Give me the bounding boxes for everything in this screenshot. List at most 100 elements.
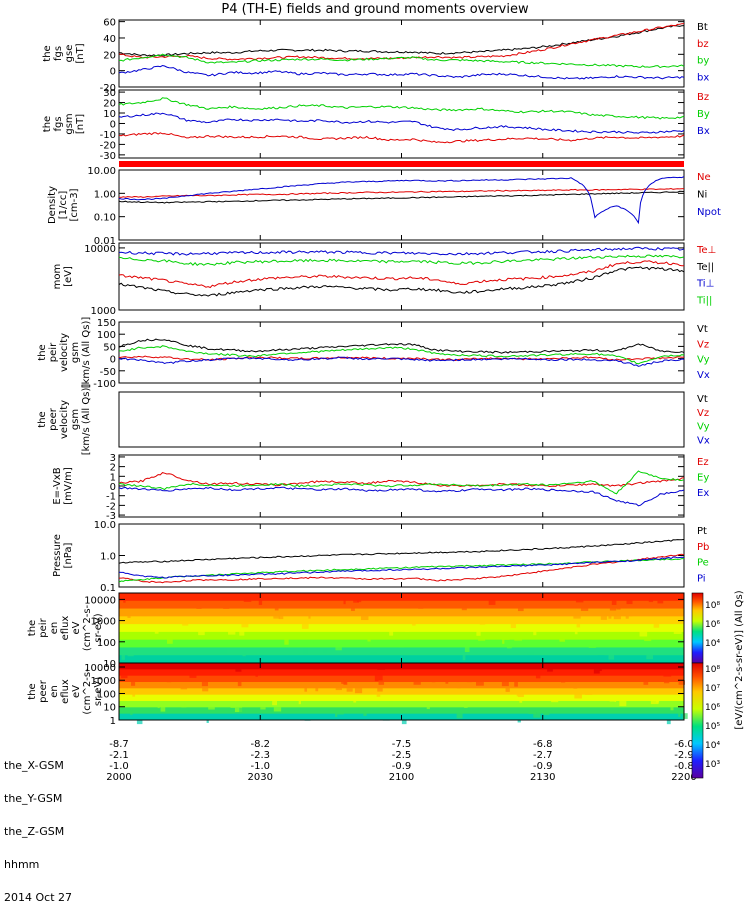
y-tick-label: 0 [110,119,116,130]
spectrogram-cell [556,676,562,679]
spectrogram-band [119,647,684,656]
spectrogram-cell [624,613,633,617]
y-axis-label: Pressure [52,534,63,577]
spectrogram-band [119,682,684,689]
spectrogram-cell [505,687,510,692]
spectrogram-band [119,624,684,633]
spectrogram-cell [363,669,367,674]
spectrogram-cell [176,601,181,604]
panel-frame [118,523,685,588]
spectrogram-cell [142,655,149,661]
spectrogram-cell [296,659,303,663]
spectrogram-cell [398,645,405,648]
y-tick-label: 10000 [84,595,116,606]
spectrogram-cell [130,709,133,716]
y-axis-label: gsm [64,113,75,134]
spectrogram-cell [226,714,230,719]
spectrogram-cell [551,699,559,703]
spectrogram-cell [232,713,239,719]
spectrogram-cell [220,690,228,693]
spectrogram-cell [279,596,283,600]
row-label-z-gsm: the_Z-GSM [4,825,65,838]
legend-bx: bx [697,72,709,83]
spectrogram-cell [462,654,466,661]
y-tick-label: -2 [106,501,116,512]
spectrogram-cell [131,681,136,686]
y-tick-label: 1.0 [100,552,116,563]
spectrogram-cell [310,640,314,644]
y-tick-label: -50 [100,367,116,378]
y-tick-label: -10 [100,130,116,141]
spectrogram-cell [666,718,671,725]
legend-te||: Te|| [696,262,714,273]
spectrogram-cell [391,611,398,615]
y-tick-label: 1000 [91,306,116,317]
chart-title: P4 (TH-E) fields and ground moments over… [221,2,529,17]
spectrogram-cell [584,639,592,644]
colorbar-label: [eV/(cm^2-s-sr-eV)] (All Qs) [734,590,745,729]
spectrogram-cell [542,663,549,668]
spectrogram-cell [533,712,541,718]
spectrogram-cell [412,622,416,626]
spectrogram-cell [385,689,393,693]
spectrogram-cell [426,704,430,710]
spectrogram-cell [527,651,535,655]
x-tick-label: 2100 [389,772,414,783]
spectrogram-cell [349,697,355,701]
spectrogram-cell [344,694,349,699]
y-tick-label: 0.01 [94,236,116,247]
spectrogram-cell [418,642,423,646]
spectrogram-cell [510,623,516,629]
spectrogram-cell [682,713,688,719]
spectrogram-cell [547,667,553,672]
spectrogram-cell [592,679,596,682]
y-tick-label: 10 [103,109,116,120]
spectrogram-cell [458,669,464,676]
spectrogram-cell [580,607,589,611]
y-tick-label: 60 [103,18,116,29]
spectrogram-cell [343,599,346,605]
spectrogram-cell [261,670,265,673]
spectrogram-cell [616,605,621,610]
y-axis-label: (cm^2-s- [82,604,93,651]
spectrogram-cell [631,717,634,721]
x-tick-label: -2.1 [109,750,129,761]
spectrogram-cell [611,600,617,605]
spectrogram-cell [648,596,654,603]
spectrogram-band [119,600,684,610]
spectrogram-cell [228,630,236,635]
y-tick-label: 10 [103,659,116,670]
spectrogram-cell [377,686,383,692]
y-axis-label: Density [47,186,58,224]
spectrogram-cell [361,612,368,616]
colorbar-tick-label: 10⁵ [705,722,720,732]
y-axis-label: the [42,116,53,132]
spectrogram-cell [543,711,550,716]
spectrogram-cell [136,718,143,725]
spectrogram-cell [509,659,512,666]
x-tick-label: 2200 [671,772,696,783]
spectrogram-cell [653,672,661,675]
spectrogram-cell [593,669,600,674]
y-axis-label: [mV/m] [63,467,74,505]
y-tick-label: 10000 [84,244,116,255]
y-tick-label: 100 [97,689,116,700]
spectrogram-cell [369,651,377,655]
spectrogram-cell [353,599,359,603]
y-axis-label: eflux [60,679,71,704]
spectrogram-cell [413,680,421,685]
spectrogram-cell [561,659,567,663]
spectrogram-cell [637,601,645,606]
y-axis-label: peer [38,679,49,703]
y-axis-label: [eV] [63,266,74,287]
spectrogram-cell [219,648,228,655]
spectrogram-cell [321,672,330,676]
spectrogram-band [119,675,684,683]
spectrogram-cell [516,692,524,698]
y-tick-label: 10000 [84,663,116,674]
y-axis-label: en [49,685,60,698]
spectrogram-cell [514,638,523,641]
panel-frame [118,391,685,448]
